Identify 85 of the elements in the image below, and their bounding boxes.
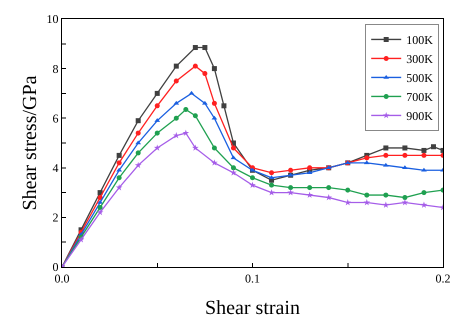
- point: [154, 130, 160, 136]
- point: [230, 155, 236, 160]
- point: [202, 71, 208, 76]
- x-tick-label: 0.0: [54, 272, 70, 286]
- point: [183, 107, 188, 112]
- point: [188, 90, 194, 95]
- point: [154, 90, 160, 96]
- y-tick-label: 0: [52, 260, 58, 274]
- point: [230, 165, 236, 170]
- point: [174, 78, 179, 84]
- point: [421, 148, 426, 153]
- point: [192, 64, 198, 69]
- point: [136, 130, 141, 136]
- point: [212, 100, 217, 106]
- point: [192, 113, 198, 118]
- legend-label: 100K: [406, 33, 434, 48]
- point: [134, 162, 142, 168]
- point: [136, 150, 141, 156]
- point: [402, 199, 408, 206]
- point: [420, 202, 428, 208]
- point: [402, 195, 408, 200]
- point: [421, 190, 426, 196]
- x-tick-label: 0.2: [436, 272, 450, 286]
- point: [78, 236, 84, 243]
- point: [382, 202, 390, 208]
- point: [182, 130, 190, 136]
- point: [154, 103, 160, 108]
- point: [306, 192, 313, 198]
- point: [383, 192, 388, 198]
- point: [212, 66, 217, 72]
- point: [325, 194, 332, 200]
- point: [307, 165, 312, 170]
- point: [116, 175, 122, 180]
- point: [383, 145, 388, 150]
- y-tick-label: 4: [52, 161, 58, 175]
- y-tick-label: 2: [52, 210, 58, 225]
- legend-label: 300K: [406, 52, 434, 66]
- point: [249, 182, 256, 188]
- point: [402, 145, 408, 150]
- point: [402, 165, 408, 170]
- point: [250, 175, 255, 180]
- point: [230, 145, 236, 150]
- point: [98, 195, 103, 200]
- point: [430, 144, 436, 150]
- point: [211, 159, 218, 166]
- point: [154, 144, 161, 151]
- point: [268, 189, 275, 196]
- legend-label: 700K: [406, 90, 434, 104]
- legend-label: 500K: [406, 71, 434, 86]
- point: [116, 152, 122, 158]
- point: [307, 185, 312, 190]
- point: [98, 204, 103, 210]
- y-tick-label: 8: [52, 62, 58, 76]
- point: [326, 185, 332, 190]
- point: [136, 118, 141, 124]
- y-tick-label: 10: [46, 12, 58, 26]
- point: [212, 145, 217, 150]
- legend-label: 900K: [406, 109, 434, 124]
- point: [364, 192, 370, 198]
- x-tick-label: 0.1: [245, 272, 260, 286]
- point: [363, 199, 370, 206]
- point: [116, 160, 122, 166]
- point: [116, 184, 122, 190]
- point: [174, 64, 179, 69]
- point: [421, 152, 426, 158]
- y-tick-label: 6: [52, 111, 58, 126]
- point: [402, 152, 408, 158]
- point: [364, 155, 370, 160]
- point: [96, 208, 104, 216]
- point: [230, 169, 237, 176]
- point: [269, 170, 274, 176]
- point: [288, 168, 294, 173]
- point: [421, 168, 427, 172]
- point: [269, 182, 274, 188]
- point: [192, 144, 199, 151]
- point: [288, 185, 294, 190]
- point: [221, 103, 226, 108]
- point: [202, 45, 208, 50]
- point: [174, 116, 179, 121]
- point: [345, 188, 350, 193]
- y-axis-title: Shear stress/GPa: [19, 75, 41, 210]
- point: [383, 152, 388, 158]
- x-axis-title: Shear strain: [205, 297, 300, 319]
- point: [192, 45, 198, 50]
- point: [287, 189, 294, 196]
